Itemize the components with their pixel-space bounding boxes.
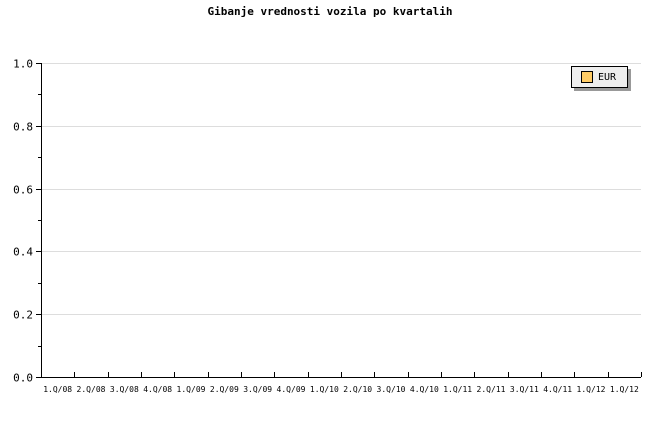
y-tick-label: 0.0 (13, 372, 33, 385)
x-tick-label: 1.Q/10 (310, 385, 339, 394)
x-tick-label: 4.Q/08 (143, 385, 172, 394)
x-tick-label: 1.Q/08 (43, 385, 72, 394)
x-tick-label: 2.Q/11 (477, 385, 506, 394)
x-tick-label: 1.Q/12 (577, 385, 606, 394)
chart-title: Gibanje vrednosti vozila po kvartalih (207, 5, 453, 18)
x-tick-label: 3.Q/08 (110, 385, 139, 394)
legend-swatch (581, 71, 593, 83)
x-tick-label: 2.Q/10 (343, 385, 372, 394)
x-tick-label: 2.Q/08 (77, 385, 106, 394)
y-tick-label: 1.0 (13, 58, 33, 71)
x-tick-label: 3.Q/09 (243, 385, 272, 394)
x-tick-label: 4.Q/10 (410, 385, 439, 394)
y-tick-label: 0.2 (13, 309, 33, 322)
y-tick-label: 0.6 (13, 184, 33, 197)
y-tick-label: 0.4 (13, 246, 33, 259)
y-tick-label: 0.8 (13, 121, 33, 134)
x-tick-label: 1.Q/11 (443, 385, 472, 394)
legend-label: EUR (598, 71, 617, 83)
x-tick-label: 4.Q/11 (543, 385, 572, 394)
legend: EUR (571, 66, 628, 88)
x-tick-label: 1.Q/09 (177, 385, 206, 394)
x-tick-label: 1.Q/12 (610, 385, 639, 394)
x-tick-label: 2.Q/09 (210, 385, 239, 394)
x-tick-label: 3.Q/10 (377, 385, 406, 394)
x-tick-label: 4.Q/09 (277, 385, 306, 394)
x-tick-label: 3.Q/11 (510, 385, 539, 394)
